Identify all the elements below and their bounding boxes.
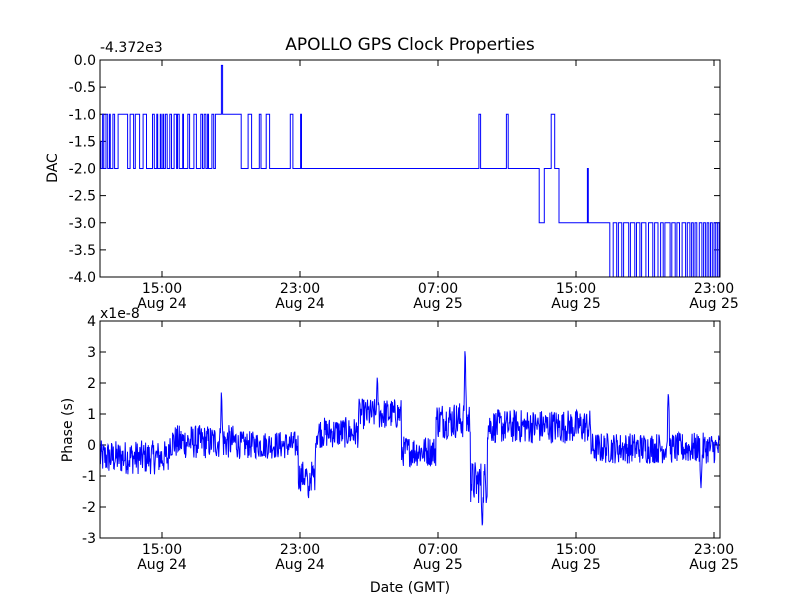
x-tick-date-label: Aug 25	[689, 557, 739, 573]
dac-axes-frame	[99, 59, 721, 278]
y-tick-label: 4	[87, 314, 96, 330]
y-tick-label: 2	[87, 376, 96, 392]
x-tick-date-label: Aug 25	[551, 557, 601, 573]
x-tick-date-label: Aug 25	[689, 296, 739, 312]
phase-y-axis-label: Phase (s)	[60, 398, 76, 462]
dac-y-ticks: 0.0 -0.5 -1.0 -1.5 -2.0 -2.5 -3.0 -3.5 -4.0	[69, 53, 720, 286]
phase-series-line	[99, 351, 721, 526]
y-tick-label: -3.5	[69, 243, 96, 259]
x-tick-date-label: Aug 25	[413, 557, 463, 573]
x-tick-time-label: 15:00	[142, 542, 182, 558]
x-tick-time-label: 15:00	[556, 542, 596, 558]
y-tick-label: 1	[87, 407, 96, 423]
dac-series-line	[100, 64, 721, 278]
x-tick-time-label: 07:00	[418, 542, 458, 558]
x-tick-date-label: Aug 24	[137, 557, 187, 573]
dac-subplot: -4.372e3 DAC 0.0 -0.5 -1.0 -1.5 -2.0 -2.5 -3.0…	[45, 40, 739, 312]
y-tick-label: -2.5	[69, 189, 96, 205]
y-tick-label: -3	[82, 531, 96, 547]
x-axis-label: Date (GMT)	[370, 580, 450, 596]
y-tick-label: -4.0	[69, 270, 96, 286]
x-tick-time-label: 23:00	[694, 281, 734, 297]
y-tick-label: -3.0	[69, 216, 96, 232]
dac-offset-label: -4.372e3	[100, 40, 163, 56]
x-tick-time-label: 23:00	[280, 281, 320, 297]
y-tick-label: 3	[87, 345, 96, 361]
x-tick-date-label: Aug 24	[275, 296, 325, 312]
y-tick-label: -2	[82, 500, 96, 516]
y-tick-label: -2.0	[69, 162, 96, 178]
y-tick-label: -0.5	[69, 80, 96, 96]
y-tick-label: -1.0	[69, 107, 96, 123]
chart-title: APOLLO GPS Clock Properties	[285, 35, 535, 55]
dac-y-axis-label: DAC	[45, 153, 61, 183]
phase-axes-frame	[99, 320, 721, 539]
x-tick-time-label: 23:00	[280, 542, 320, 558]
x-tick-date-label: Aug 24	[137, 296, 187, 312]
x-tick-time-label: 15:00	[556, 281, 596, 297]
y-tick-label: -1	[82, 469, 96, 485]
x-tick-date-label: Aug 25	[551, 296, 601, 312]
x-tick-date-label: Aug 24	[275, 557, 325, 573]
x-tick-time-label: 23:00	[694, 542, 734, 558]
phase-offset-label: x1e-8	[100, 306, 140, 322]
y-tick-label: -1.5	[69, 134, 96, 150]
x-tick-time-label: 15:00	[142, 281, 182, 297]
y-tick-label: 0.0	[74, 53, 96, 69]
x-tick-time-label: 07:00	[418, 281, 458, 297]
phase-y-ticks: 4 3 2 1 0 -1 -2 -3	[82, 314, 720, 547]
x-tick-date-label: Aug 25	[413, 296, 463, 312]
y-tick-label: 0	[87, 438, 96, 454]
